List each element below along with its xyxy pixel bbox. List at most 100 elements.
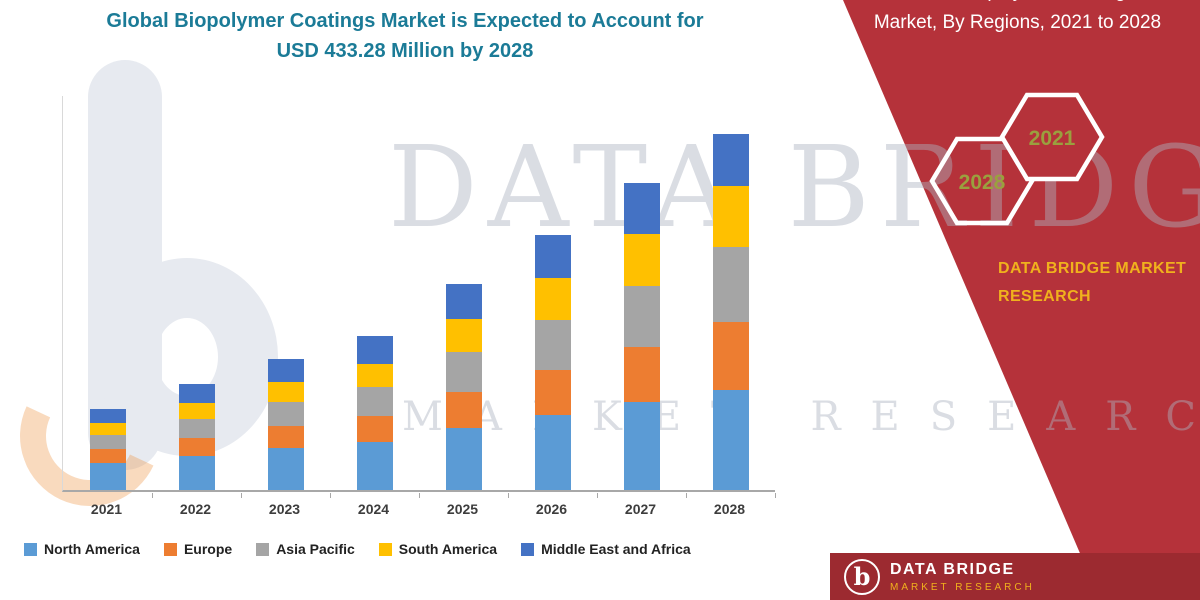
x-axis-label: 2026 (535, 501, 568, 517)
bar-segment (356, 336, 393, 364)
bar-segment (178, 402, 215, 420)
chart-title-line1: Global Biopolymer Coatings Market is Exp… (106, 10, 704, 32)
bar-segment (267, 382, 304, 403)
legend-swatch (256, 542, 270, 556)
legend-label: Middle East and Africa (541, 541, 691, 557)
stacked-bar-2026 (534, 235, 571, 490)
legend-swatch (378, 542, 392, 556)
bar-column (597, 96, 687, 498)
bar-segment (534, 278, 571, 321)
bar-segment (712, 321, 749, 390)
bar-segment (178, 419, 215, 439)
legend-label: South America (398, 541, 498, 557)
bar-segment (267, 448, 304, 490)
bar-segment (356, 416, 393, 443)
bar-segment (89, 422, 126, 435)
bar-segment (712, 247, 749, 322)
bar-segment (623, 233, 660, 286)
stacked-bar-2027 (623, 183, 660, 490)
legend-item: Asia Pacific (256, 541, 355, 557)
stacked-bar-2025 (445, 284, 482, 490)
bar-segment (712, 389, 749, 490)
bar-segment (356, 363, 393, 388)
x-axis-label: 2028 (713, 501, 746, 517)
x-axis-labels: 2021 2022 2023 2024 2025 2026 2027 2028 (62, 501, 774, 517)
bar-column (241, 96, 331, 498)
x-axis-label: 2023 (268, 501, 301, 517)
brand-name-line2: RESEARCH (998, 288, 1091, 305)
bar-column (508, 96, 598, 498)
bar-segment (267, 402, 304, 426)
legend-label: North America (44, 541, 140, 557)
bar-column (152, 96, 242, 498)
legend-item: Middle East and Africa (521, 541, 691, 557)
legend-label: Asia Pacific (276, 541, 355, 557)
footer-brand-text: DATA BRIDGE MARKET RESEARCH (890, 561, 1035, 593)
bar-segment (89, 434, 126, 449)
chart-legend: North America Europe Asia Pacific South Ame… (24, 541, 691, 557)
bar-segment (89, 462, 126, 490)
bar-segment (445, 319, 482, 353)
hexagon-2028-label: 2028 (959, 171, 1006, 194)
legend-swatch (24, 542, 37, 556)
legend-item: North America (24, 541, 140, 557)
bar-segment (178, 456, 215, 490)
stacked-bar-2022 (178, 384, 215, 490)
hexagon-2021-outline (999, 92, 1105, 182)
footer-brand-strip: b DATA BRIDGE MARKET RESEARCH (830, 553, 1200, 600)
x-axis-label: 2021 (90, 501, 123, 517)
bar-column (419, 96, 509, 498)
hexagon-2021-label: 2021 (1029, 127, 1076, 150)
bar-segment (534, 320, 571, 371)
stacked-bar-2024 (356, 336, 393, 490)
data-bridge-logo-icon: b (844, 558, 880, 595)
x-axis-label: 2027 (624, 501, 657, 517)
red-panel-heading-line1: Global Biopolymer Coatings (845, 0, 1190, 7)
bar-segment (712, 185, 749, 248)
hexagon-badges: 2028 2021 (929, 92, 1105, 226)
bar-segment (445, 428, 482, 490)
legend-swatch (163, 542, 177, 556)
bar-segment (445, 284, 482, 320)
bar-segment (623, 285, 660, 348)
legend-item: Europe (163, 541, 232, 557)
x-axis-label: 2024 (357, 501, 390, 517)
brand-name-line1: DATA BRIDGE MARKET (998, 260, 1187, 277)
bar-column (63, 96, 153, 498)
logo-letter: b (853, 561, 871, 591)
stacked-bar-2028 (712, 134, 749, 490)
stacked-bar-2023 (267, 359, 304, 490)
bar-column (686, 96, 776, 498)
bar-segment (534, 370, 571, 416)
plot-area (62, 96, 776, 498)
brand-name-text: DATA BRIDGE MARKET RESEARCH (998, 255, 1186, 311)
bar-segment (178, 438, 215, 457)
bar-segment (89, 409, 126, 423)
bar-segment (356, 387, 393, 417)
footer-brand-name: DATA BRIDGE (890, 560, 1015, 578)
bar-segment (89, 448, 126, 463)
bar-segment (178, 384, 215, 403)
x-axis-label: 2025 (446, 501, 479, 517)
chart-title-line2: USD 433.28 Million by 2028 (276, 40, 534, 62)
bar-segment (712, 134, 749, 186)
bar-segment (445, 392, 482, 429)
chart-title: Global Biopolymer Coatings Market is Exp… (55, 6, 755, 66)
bar-column (330, 96, 420, 498)
bar-segment (267, 425, 304, 449)
bar-segment (445, 352, 482, 393)
bar-segment (623, 183, 660, 234)
bar-segment (623, 402, 660, 490)
red-panel-heading-line2: Market, By Regions, 2021 to 2028 (873, 12, 1162, 33)
legend-item: South America (378, 541, 498, 557)
bar-segment (356, 442, 393, 490)
legend-swatch (521, 542, 535, 556)
bar-segment (534, 415, 571, 490)
bar-segment (623, 347, 660, 403)
footer-brand-subtitle: MARKET RESEARCH (890, 581, 1035, 593)
stacked-bar-2021 (89, 409, 126, 490)
bar-segment (534, 235, 571, 279)
red-panel-heading: Global Biopolymer Coatings Market, By Re… (845, 0, 1190, 38)
bar-segment (267, 359, 304, 383)
